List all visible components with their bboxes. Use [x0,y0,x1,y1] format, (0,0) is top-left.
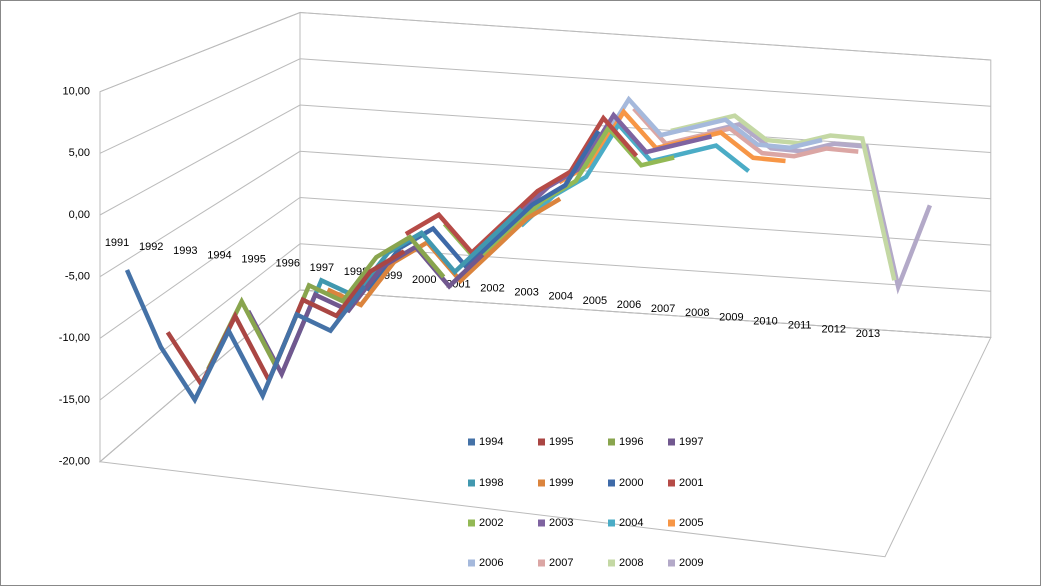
series-line [706,121,932,295]
series-line [594,95,823,152]
legend-label: 2002 [479,517,503,529]
y-tick-label: 0,00 [69,209,90,221]
x-tick-label: 2006 [617,299,641,311]
y-tick-label: -5,00 [65,271,90,283]
legend-label: 2000 [619,477,643,489]
x-tick-label: 1997 [310,262,334,274]
legend-swatch [538,479,545,487]
x-tick-label: 2012 [822,324,846,336]
grid-line [99,58,991,154]
x-tick-label: 2007 [651,303,675,315]
legend-label: 1999 [549,477,573,489]
y-tick-label: 5,00 [69,147,90,159]
legend-label: 1997 [679,436,703,448]
legend-label: 2007 [549,557,573,569]
series-line [206,234,446,371]
series-line [246,243,485,380]
x-tick-label: 1993 [173,245,197,257]
legend-swatch [468,438,475,446]
legend-swatch [538,438,545,446]
grid-line [99,289,991,463]
x-tick-label: 2008 [685,307,709,319]
x-tick-label: 2004 [549,291,573,303]
legend-label: 2008 [619,557,643,569]
legend-swatch [468,519,475,527]
legend-swatch [608,559,615,567]
legend-label: 1998 [479,477,503,489]
legend-swatch [538,519,545,527]
grid-line [99,196,991,339]
series-line [404,114,639,256]
grid-line [99,150,991,278]
grid-line [99,11,991,93]
x-tick-label: 2009 [719,311,743,323]
x-tick-label: 1992 [139,241,163,253]
legend-swatch [668,519,675,527]
x-tick-label: 2002 [480,282,504,294]
x-tick-label: 2005 [583,295,607,307]
x-tick-label: 2013 [856,328,880,340]
legend-swatch [608,479,615,487]
x-tick-label: 2010 [753,315,777,327]
x-tick-label: 1996 [275,258,299,270]
series-line [124,269,367,405]
legend-swatch [538,559,545,567]
legend-label: 1996 [619,436,643,448]
x-tick-label: 2003 [514,287,538,299]
legend-swatch [608,438,615,446]
legend-swatch [608,519,615,527]
y-tick-label: -15,00 [59,394,90,406]
legend-swatch [668,438,675,446]
legend-label: 2003 [549,517,573,529]
legend-label: 2009 [679,557,703,569]
grid-line [99,243,991,401]
x-tick-label: 1994 [207,249,231,261]
legend-swatch [668,559,675,567]
x-tick-label: 1991 [105,237,129,249]
legend-label: 2005 [679,517,703,529]
legend-swatch [468,479,475,487]
y-tick-label: -10,00 [59,332,90,344]
legend-swatch [468,559,475,567]
y-tick-label: 10,00 [62,86,90,98]
x-tick-label: 2011 [788,320,812,332]
legend-label: 2004 [619,517,643,529]
legend-label: 1994 [479,436,503,448]
legend-label: 2006 [479,557,503,569]
y-tick-label: -20,00 [59,456,90,468]
legend-label: 1995 [549,436,573,448]
x-tick-label: 2000 [412,274,436,286]
legend-swatch [668,479,675,487]
x-tick-label: 1995 [241,253,265,265]
legend-label: 2001 [679,477,703,489]
